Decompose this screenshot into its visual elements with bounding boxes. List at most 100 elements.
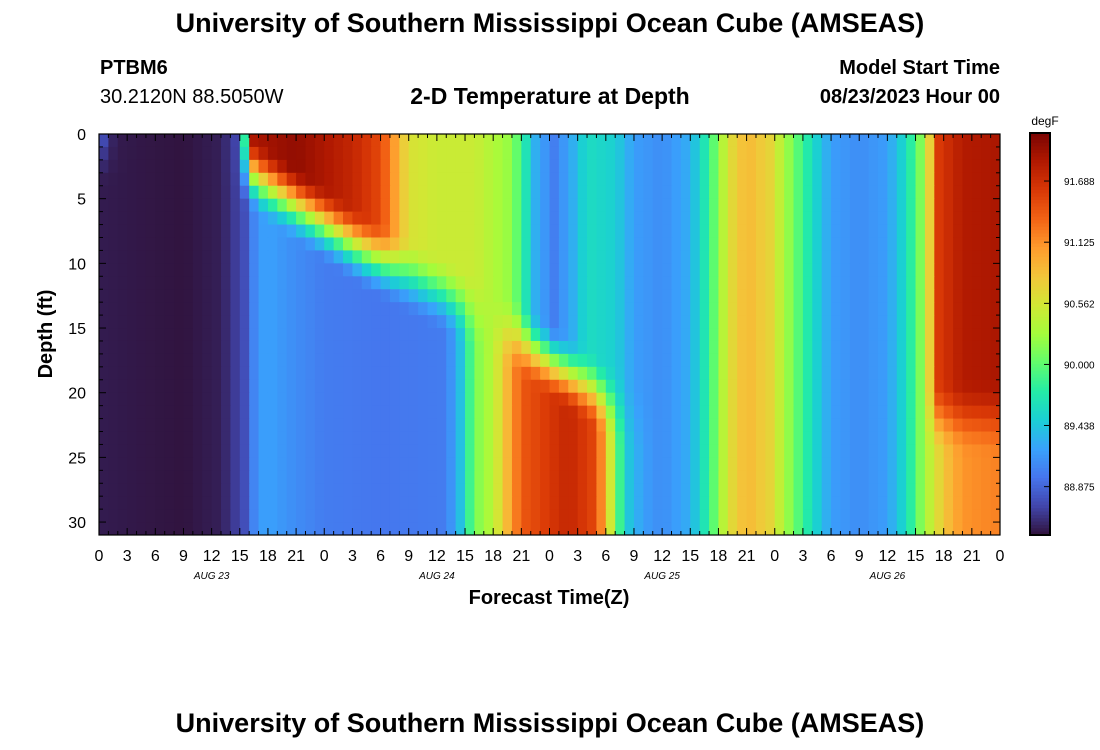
- heatmap-cell: [183, 159, 194, 174]
- heatmap-cell: [483, 159, 494, 174]
- heatmap-cell: [455, 224, 466, 239]
- heatmap-cell: [549, 366, 560, 381]
- heatmap-cell: [465, 276, 476, 290]
- heatmap-cell: [896, 379, 907, 394]
- heatmap-cell: [399, 224, 410, 239]
- heatmap-cell: [145, 353, 156, 368]
- heatmap-cell: [953, 198, 964, 213]
- heatmap-cell: [765, 211, 776, 226]
- heatmap-cell: [258, 172, 269, 187]
- heatmap-cell: [145, 328, 156, 342]
- heatmap-cell: [596, 198, 607, 213]
- heatmap-cell: [267, 250, 278, 264]
- colorbar-segment: [1030, 206, 1050, 211]
- heatmap-cell: [643, 134, 654, 148]
- heatmap-cell: [690, 134, 701, 148]
- heatmap-cell: [746, 522, 757, 535]
- heatmap-cell: [680, 392, 691, 407]
- heatmap-cell: [633, 134, 644, 148]
- heatmap-cell: [202, 237, 213, 252]
- heatmap-cell: [221, 379, 231, 394]
- heatmap-cell: [343, 379, 354, 394]
- heatmap-cell: [699, 159, 710, 174]
- heatmap-cell: [765, 289, 776, 303]
- heatmap-cell: [699, 198, 710, 213]
- heatmap-cell: [718, 211, 729, 226]
- heatmap-cell: [455, 353, 466, 368]
- heatmap-cell: [643, 483, 654, 497]
- heatmap-cell: [155, 522, 166, 535]
- heatmap-cell: [699, 315, 710, 329]
- heatmap-cell: [221, 483, 231, 497]
- heatmap-cell: [737, 315, 748, 329]
- heatmap-cell: [446, 237, 457, 252]
- heatmap-cell: [953, 340, 964, 355]
- heatmap-cell: [145, 405, 156, 420]
- heatmap-cell: [145, 211, 156, 226]
- x-tick-label: 12: [653, 548, 671, 565]
- heatmap-cell: [174, 211, 185, 226]
- heatmap-cell: [352, 289, 363, 303]
- heatmap-cell: [371, 522, 382, 535]
- heatmap-cell: [849, 483, 860, 497]
- heatmap-cell: [305, 366, 316, 381]
- heatmap-cell: [483, 134, 494, 148]
- heatmap-cell: [361, 172, 372, 187]
- heatmap-cell: [324, 224, 335, 239]
- heatmap-cell: [296, 315, 307, 329]
- heatmap-cell: [699, 328, 710, 342]
- heatmap-cell: [680, 146, 691, 161]
- heatmap-cell: [333, 211, 344, 226]
- heatmap-cell: [821, 457, 832, 471]
- heatmap-cell: [174, 483, 185, 497]
- heatmap-cell: [446, 366, 457, 381]
- heatmap-cell: [765, 172, 776, 187]
- heatmap-cell: [812, 172, 823, 187]
- heatmap-cell: [446, 457, 457, 471]
- heatmap-cell: [896, 315, 907, 329]
- heatmap-cell: [267, 328, 278, 342]
- heatmap-cell: [192, 263, 203, 277]
- heatmap-cell: [183, 444, 194, 458]
- heatmap-cell: [868, 379, 879, 394]
- heatmap-cell: [249, 185, 260, 200]
- heatmap-cell: [465, 146, 476, 161]
- heatmap-cell: [709, 340, 720, 355]
- heatmap-cell: [136, 211, 147, 226]
- heatmap-cell: [343, 211, 354, 226]
- heatmap-cell: [821, 185, 832, 200]
- heatmap-cell: [831, 379, 842, 394]
- heatmap-cell: [831, 146, 842, 161]
- heatmap-cell: [784, 146, 795, 161]
- heatmap-cell: [474, 224, 485, 239]
- heatmap-cell: [145, 418, 156, 433]
- heatmap-cell: [859, 185, 870, 200]
- heatmap-cell: [737, 172, 748, 187]
- heatmap-cell: [953, 522, 964, 535]
- heatmap-cell: [943, 315, 954, 329]
- heatmap-cell: [277, 483, 288, 497]
- heatmap-cell: [361, 211, 372, 226]
- heatmap-cell: [286, 483, 297, 497]
- heatmap-cell: [915, 250, 926, 264]
- heatmap-cell: [906, 353, 917, 368]
- heatmap-cell: [474, 457, 485, 471]
- heatmap-cell: [117, 457, 128, 471]
- heatmap-cell: [540, 418, 551, 433]
- heatmap-cell: [145, 250, 156, 264]
- heatmap-cell: [709, 198, 720, 213]
- heatmap-cell: [108, 263, 119, 277]
- heatmap-cell: [774, 470, 785, 484]
- heatmap-cell: [164, 289, 175, 303]
- heatmap-cell: [577, 418, 588, 433]
- heatmap-cell: [371, 224, 382, 239]
- heatmap-cell: [868, 198, 879, 213]
- heatmap-cell: [371, 405, 382, 420]
- heatmap-cell: [906, 198, 917, 213]
- heatmap-cell: [962, 340, 973, 355]
- heatmap-cell: [446, 392, 457, 407]
- heatmap-cell: [436, 431, 447, 446]
- heatmap-cell: [389, 263, 400, 277]
- heatmap-cell: [671, 444, 682, 458]
